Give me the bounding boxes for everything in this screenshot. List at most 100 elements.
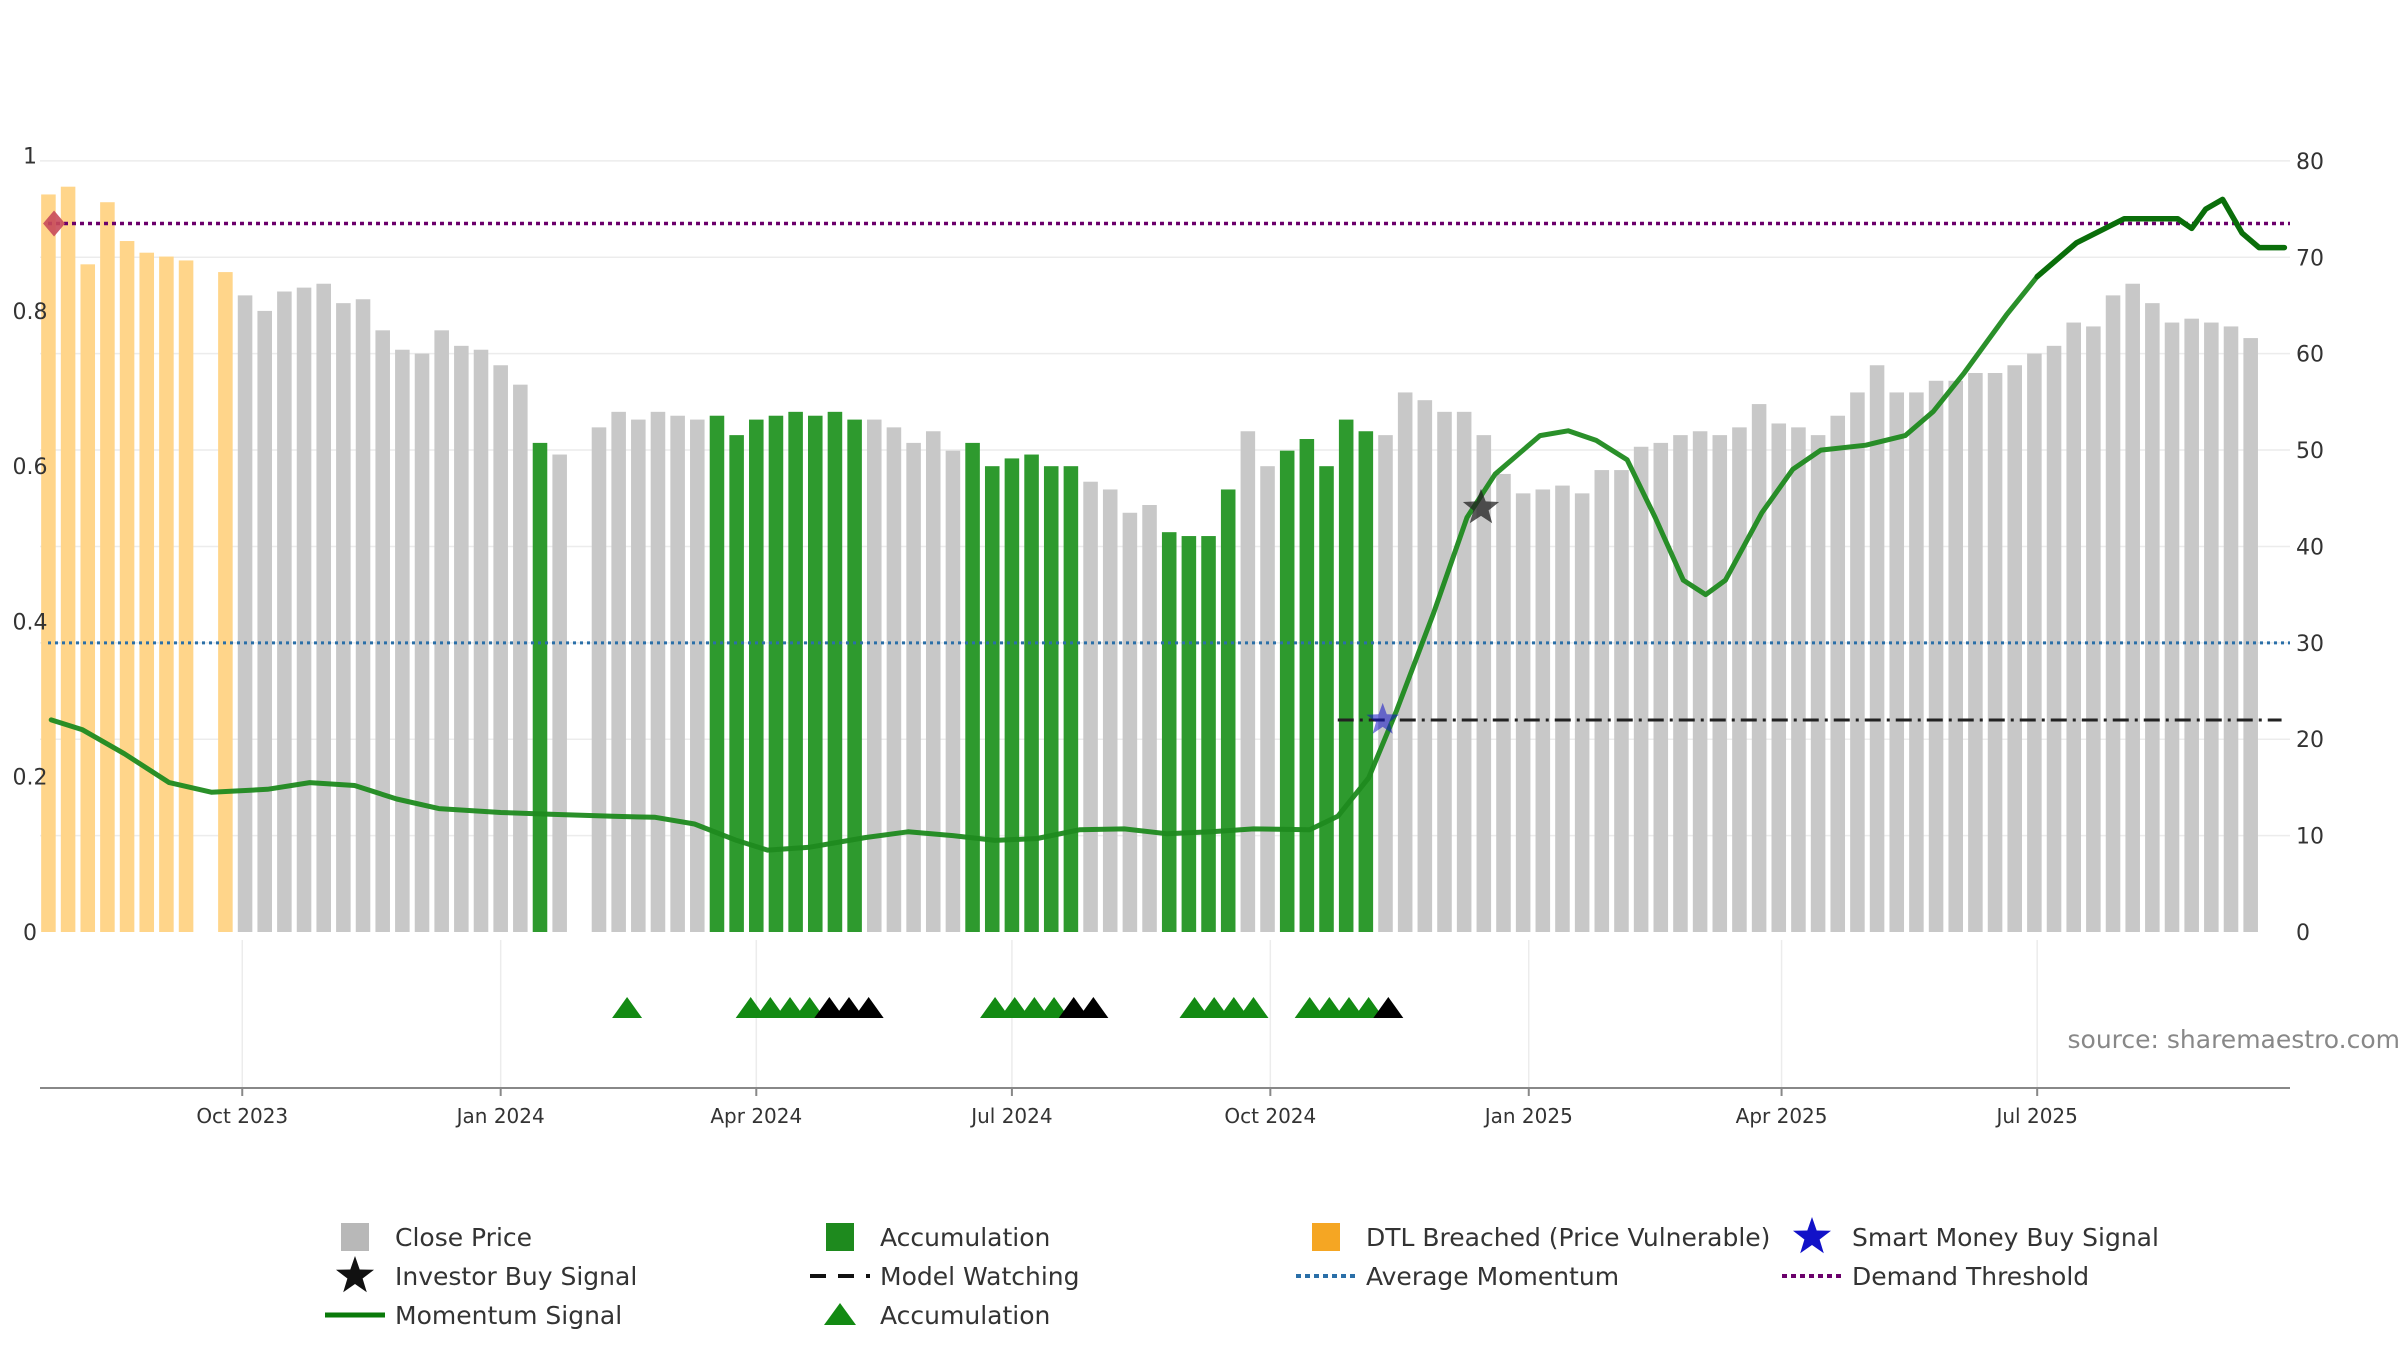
bar-79 <box>1594 470 1610 932</box>
left-y-axis: 0 0.2 0.4 0.6 0.8 1 <box>13 145 48 946</box>
bar-98 <box>1968 373 1983 932</box>
bar-37 <box>768 415 784 933</box>
bar-99 <box>1987 373 2003 932</box>
bar-33 <box>690 419 705 933</box>
bar-84 <box>1692 431 1708 932</box>
bar-22 <box>473 349 489 932</box>
x-tick-label: Oct 2024 <box>1224 1104 1316 1128</box>
bar-7 <box>178 260 194 933</box>
bar-101 <box>2027 353 2042 932</box>
accumulation-triangle-8 <box>980 997 1011 1018</box>
bar-36 <box>749 419 764 933</box>
accumulation-triangle-16 <box>1218 997 1249 1018</box>
accumulation-triangle-1 <box>735 997 766 1018</box>
bar-71 <box>1437 411 1452 932</box>
bar-102 <box>2046 345 2062 932</box>
bar-59 <box>1201 536 1216 932</box>
bar-95 <box>1909 392 1924 933</box>
accumulation-triangle-7 <box>853 997 884 1018</box>
bar-35 <box>729 435 744 932</box>
bar-16 <box>355 299 371 932</box>
bar-24 <box>513 384 528 932</box>
bar-70 <box>1417 400 1433 932</box>
legend-item-4: Investor Buy Signal <box>336 1256 637 1293</box>
demand-threshold-marker <box>43 210 66 237</box>
source-label: source: sharemaestro.com <box>2068 1025 2400 1054</box>
bar-93 <box>1869 365 1885 933</box>
bar-61 <box>1240 431 1256 932</box>
bar-78 <box>1574 493 1590 932</box>
bar-41 <box>847 419 862 933</box>
accumulation-triangle-15 <box>1199 997 1230 1018</box>
accumulation-triangle-14 <box>1179 997 1210 1018</box>
bar-57 <box>1161 532 1177 932</box>
legend-label: Demand Threshold <box>1852 1262 2089 1291</box>
right-y-tick-label: 70 <box>2296 246 2324 271</box>
accumulation-triangle-0 <box>612 997 643 1018</box>
bar-81 <box>1633 446 1649 932</box>
signal-markers <box>43 210 1500 734</box>
legend-swatch-square <box>341 1223 369 1251</box>
bar-21 <box>454 345 469 932</box>
bar-62 <box>1260 466 1275 932</box>
bar-51 <box>1043 466 1059 932</box>
bar-18 <box>395 349 410 932</box>
legend: Close Price Accumulation DTL Breached (Pri… <box>325 1217 2159 1330</box>
right-y-tick-label: 40 <box>2296 535 2324 560</box>
left-y-tick-label: 0.2 <box>13 766 48 791</box>
right-y-tick-label: 60 <box>2296 343 2324 368</box>
legend-swatch-star <box>336 1256 374 1293</box>
bar-60 <box>1220 489 1236 932</box>
bar-63 <box>1279 450 1295 932</box>
bar-85 <box>1712 435 1728 932</box>
legend-item-9: Accumulation <box>824 1301 1050 1330</box>
left-y-tick-label: 1 <box>23 145 37 170</box>
accumulation-triangle-13 <box>1078 997 1109 1018</box>
accumulation-triangle-6 <box>833 997 864 1018</box>
bar-26 <box>552 454 567 932</box>
bar-100 <box>2007 365 2022 933</box>
accumulation-triangle-22 <box>1373 997 1404 1018</box>
bar-83 <box>1673 435 1688 932</box>
bar-82 <box>1653 442 1669 932</box>
bar-86 <box>1732 427 1747 932</box>
legend-label: Model Watching <box>880 1262 1080 1291</box>
x-tick-label: Jan 2024 <box>455 1104 545 1128</box>
left-y-tick-label: 0.8 <box>13 300 48 325</box>
right-y-tick-label: 20 <box>2296 728 2324 753</box>
bar-6 <box>159 256 174 933</box>
bar-67 <box>1358 431 1374 932</box>
x-tick-label: Jul 2024 <box>969 1104 1052 1128</box>
bar-10 <box>237 295 253 932</box>
bar-50 <box>1024 454 1039 932</box>
bar-14 <box>316 283 331 933</box>
legend-item-8: Momentum Signal <box>325 1301 622 1330</box>
left-y-tick-label: 0.4 <box>13 610 48 635</box>
legend-label: Momentum Signal <box>395 1301 622 1330</box>
right-y-tick-label: 0 <box>2296 921 2310 946</box>
bar-0 <box>41 194 56 933</box>
legend-item-3: Smart Money Buy Signal <box>1793 1217 2159 1254</box>
bar-54 <box>1102 489 1118 932</box>
x-tick-label: Apr 2024 <box>710 1104 802 1128</box>
bar-39 <box>808 415 823 933</box>
bar-46 <box>945 450 961 932</box>
bar-20 <box>434 330 449 932</box>
legend-label: Close Price <box>395 1223 532 1252</box>
legend-item-2: DTL Breached (Price Vulnerable) <box>1312 1223 1770 1252</box>
bar-48 <box>984 466 1000 932</box>
bar-9 <box>218 272 233 932</box>
bar-74 <box>1496 473 1511 932</box>
bar-65 <box>1319 466 1334 932</box>
accumulation-triangle-11 <box>1039 997 1070 1018</box>
bar-88 <box>1771 423 1787 932</box>
accumulation-triangle-17 <box>1238 997 1269 1018</box>
bar-25 <box>532 442 548 932</box>
bar-29 <box>611 411 626 932</box>
bar-104 <box>2086 326 2101 932</box>
bar-109 <box>2184 318 2199 932</box>
right-y-tick-label: 30 <box>2296 632 2324 657</box>
legend-item-7: Demand Threshold <box>1782 1262 2089 1291</box>
bar-105 <box>2105 295 2121 932</box>
bar-38 <box>788 411 803 932</box>
